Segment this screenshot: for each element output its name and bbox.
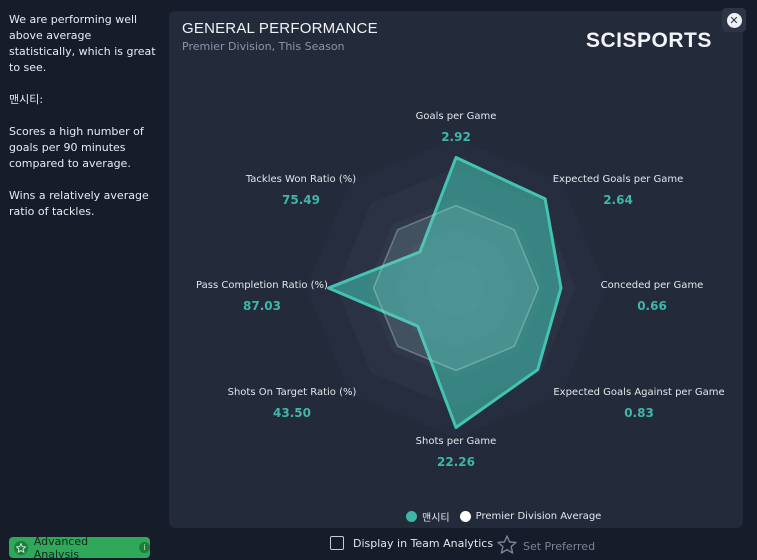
set-preferred-button[interactable]: Set Preferred (497, 535, 595, 557)
scisports-logo: SCISPORTS (586, 29, 712, 52)
legend-label-team: 맨시티 (422, 513, 450, 524)
axis-value: 75.49 (282, 193, 320, 207)
advanced-analysis-label: Advanced Analysis (33, 534, 89, 560)
axis-label: Expected Goals per Game (552, 174, 684, 185)
series-average-area (372, 204, 540, 372)
legend-label-average: Premier Division Average (475, 511, 602, 522)
display-checkbox[interactable] (330, 536, 344, 550)
radar-chart (306, 138, 606, 438)
close-button[interactable]: ✕ (722, 8, 746, 32)
close-icon: ✕ (726, 12, 742, 28)
axis-value: 0.83 (624, 406, 654, 420)
axis-value: 0.66 (637, 299, 667, 313)
axis-label: Shots per Game (415, 436, 497, 447)
axis-value: 2.92 (441, 130, 471, 144)
display-option-label: Display in Team Analytics (353, 536, 494, 550)
card-subtitle: Premier Division, This Season (182, 40, 345, 53)
advanced-analysis-button[interactable]: Advanced Analysis i (9, 534, 150, 560)
star-icon (14, 540, 28, 555)
team-heading: 맨시티: (9, 93, 44, 106)
legend-item-team: 맨시티 (406, 509, 450, 524)
performance-card: GENERAL PERFORMANCE Premier Division, Th… (169, 11, 743, 528)
axis-value: 2.64 (603, 193, 633, 207)
legend-swatch-average (459, 511, 471, 522)
star-outline-icon (497, 535, 517, 557)
axis-label: Pass Completion Ratio (%) (196, 280, 328, 291)
summary-text: We are performing well above average sta… (9, 13, 156, 74)
legend-item-average: Premier Division Average (459, 511, 602, 522)
insight-point-1: Scores a high number of goals per 90 min… (9, 125, 144, 170)
axis-label: Shots On Target Ratio (%) (227, 387, 357, 398)
legend-swatch-team (406, 511, 417, 522)
axis-label: Tackles Won Ratio (%) (245, 174, 357, 185)
info-icon[interactable]: i (139, 542, 150, 553)
chart-legend: 맨시티 Premier Division Average (406, 509, 611, 524)
axis-value: 22.26 (437, 455, 475, 469)
insight-panel: We are performing well above average sta… (0, 0, 165, 560)
axis-value: 87.03 (243, 299, 281, 313)
card-title: GENERAL PERFORMANCE (182, 20, 378, 37)
axis-label: Conceded per Game (600, 280, 704, 291)
set-preferred-label: Set Preferred (523, 539, 596, 553)
insight-point-2: Wins a relatively average ratio of tackl… (9, 189, 149, 218)
axis-label: Expected Goals Against per Game (553, 387, 725, 398)
axis-label: Goals per Game (415, 111, 497, 122)
series-team-area (327, 156, 563, 429)
axis-value: 43.50 (273, 406, 311, 420)
display-option[interactable]: Display in Team Analytics (330, 536, 493, 550)
